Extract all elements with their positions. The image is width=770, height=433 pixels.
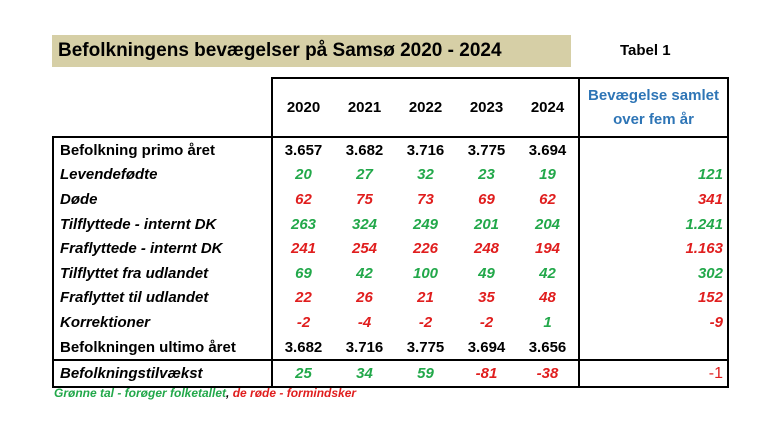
total-header-line2: over fem år <box>613 110 694 128</box>
row-total: 302 <box>578 260 729 286</box>
table-row: Døde 62 75 73 69 62 341 <box>52 187 729 212</box>
total-header: Bevægelse samlet over fem år <box>578 77 729 137</box>
legend-green-text: Grønne tal - forøger folketallet <box>54 386 227 400</box>
total-header-line1: Bevægelse samlet <box>588 86 719 104</box>
row-value: -2 <box>479 313 494 331</box>
year-header: 2024 <box>517 77 579 137</box>
row-label: Korrektioner <box>52 310 272 335</box>
row-value: -81 <box>456 360 517 388</box>
row-value: 42 <box>356 264 373 282</box>
year-header: 2020 <box>271 77 334 137</box>
row-value: 3.656 <box>517 334 579 362</box>
row-value: 69 <box>478 190 495 208</box>
row-label: Tilflyttet fra udlandet <box>52 260 272 286</box>
row-value: 20 <box>271 162 334 188</box>
row-value: 75 <box>356 190 373 208</box>
row-value: 59 <box>395 360 456 388</box>
row-value: 248 <box>473 240 500 258</box>
row-value: 254 <box>351 240 378 258</box>
header-row: 2020 2021 2022 2023 2024 Bevægelse samle… <box>53 77 729 138</box>
row-value: 204 <box>534 215 561 233</box>
row-value: 226 <box>412 240 439 258</box>
legend-red-text: de røde - formindsker <box>232 386 357 400</box>
row-value: 19 <box>539 166 556 184</box>
row-value: 25 <box>271 360 334 388</box>
row-total: 152 <box>578 285 729 311</box>
row-total: -1 <box>578 360 729 388</box>
year-header: 2021 <box>334 77 395 137</box>
row-total <box>578 334 729 362</box>
row-total: 1.241 <box>578 211 729 237</box>
row-value: 32 <box>417 166 434 184</box>
row-value: 1 <box>543 313 552 331</box>
year-header: 2023 <box>456 77 517 137</box>
row-value: 42 <box>539 264 556 282</box>
row-value: 73 <box>417 190 434 208</box>
row-value: 69 <box>271 260 334 286</box>
row-value: 249 <box>412 215 439 233</box>
table-row: Fraflyttet til udlandet 22 26 21 35 48 1… <box>52 285 729 311</box>
row-value: 201 <box>473 215 500 233</box>
row-label: Døde <box>52 187 272 212</box>
row-value: 3.775 <box>456 136 517 163</box>
header-blank-cell <box>53 78 272 138</box>
row-value: 3.694 <box>517 136 579 163</box>
row-value: 3.682 <box>334 136 395 163</box>
row-value: 34 <box>334 360 395 388</box>
table-row: Befolkning primo året 3.657 3.682 3.716 … <box>52 136 729 163</box>
row-value: 23 <box>478 166 495 184</box>
row-value: 241 <box>271 236 334 261</box>
table-row: Befolkningen ultimo året 3.682 3.716 3.7… <box>52 334 729 362</box>
row-value: 49 <box>478 264 495 282</box>
table-row: Befolkningstilvækst 25 34 59 -81 -38 -1 <box>52 360 729 388</box>
population-table: 2020 2021 2022 2023 2024 Bevægelse samle… <box>52 77 729 388</box>
row-label: Fraflyttede - internt DK <box>52 236 272 261</box>
color-legend: Grønne tal - forøger folketallet, de rød… <box>54 386 356 400</box>
row-label: Levendefødte <box>52 162 272 188</box>
row-value: 3.716 <box>334 334 395 362</box>
row-value: 62 <box>271 187 334 212</box>
row-value: -2 <box>271 310 334 335</box>
row-value: -4 <box>357 313 372 331</box>
row-value: 3.716 <box>395 136 456 163</box>
row-value: 324 <box>351 215 378 233</box>
row-total <box>578 136 729 163</box>
table-title: Befolkningens bevægelser på Samsø 2020 -… <box>52 35 571 67</box>
row-value: 100 <box>412 264 439 282</box>
row-value: 48 <box>539 289 556 307</box>
row-label: Befolkningstilvækst <box>52 360 272 388</box>
row-label: Befolkning primo året <box>52 136 272 163</box>
row-label: Tilflyttede - internt DK <box>52 211 272 237</box>
row-value: 3.694 <box>456 334 517 362</box>
row-total: 341 <box>578 187 729 212</box>
row-value: 26 <box>356 289 373 307</box>
table-row: Levendefødte 20 27 32 23 19 121 <box>52 162 729 188</box>
row-value: 263 <box>271 211 334 237</box>
row-value: 21 <box>417 289 434 307</box>
row-value: 194 <box>534 240 561 258</box>
row-value: -2 <box>418 313 433 331</box>
row-value: 27 <box>356 166 373 184</box>
row-total: 121 <box>578 162 729 188</box>
row-value: 22 <box>271 285 334 311</box>
row-value: 3.682 <box>271 334 334 362</box>
row-value: 3.775 <box>395 334 456 362</box>
legend-separator: , <box>226 386 233 400</box>
table-number-label: Tabel 1 <box>620 42 671 59</box>
row-value: 35 <box>478 289 495 307</box>
row-total: 1.163 <box>578 236 729 261</box>
row-value: 3.657 <box>271 136 334 163</box>
table-row: Tilflyttet fra udlandet 69 42 100 49 42 … <box>52 260 729 286</box>
row-value: -38 <box>517 360 579 388</box>
row-total: -9 <box>578 310 729 335</box>
row-label: Befolkningen ultimo året <box>52 334 272 362</box>
table-row: Tilflyttede - internt DK 263 324 249 201… <box>52 211 729 237</box>
year-header: 2022 <box>395 77 456 137</box>
table-row: Fraflyttede - internt DK 241 254 226 248… <box>52 236 729 261</box>
row-label: Fraflyttet til udlandet <box>52 285 272 311</box>
row-value: 62 <box>539 190 556 208</box>
table-row: Korrektioner -2 -4 -2 -2 1 -9 <box>52 310 729 335</box>
